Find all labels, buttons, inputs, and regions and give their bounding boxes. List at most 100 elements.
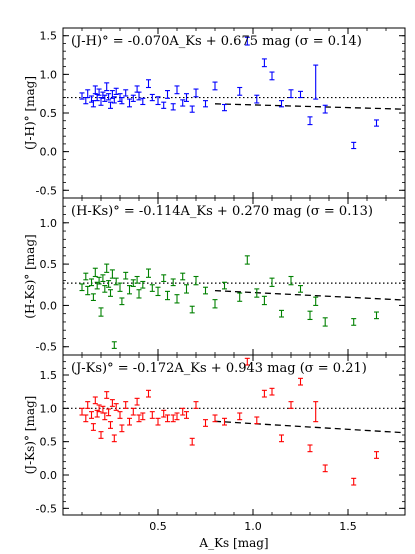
data-point [85, 89, 91, 99]
data-point [136, 414, 142, 423]
y-tick-label: 0.5 [40, 436, 58, 449]
y-tick-label: 1.0 [40, 68, 58, 81]
data-point [307, 444, 313, 453]
data-point [313, 401, 319, 423]
data-point [222, 103, 227, 112]
data-point [254, 288, 260, 298]
data-point [96, 404, 102, 413]
y-tick-label: 0.0 [40, 146, 58, 159]
data-point [261, 295, 267, 306]
y-tick-label: 1.5 [40, 30, 58, 43]
data-point [85, 285, 91, 296]
data-point [165, 414, 170, 423]
data-point [203, 100, 208, 108]
data-point [111, 434, 117, 443]
data-point [127, 285, 132, 295]
data-point [269, 71, 275, 81]
y-tick-label: -0.5 [36, 341, 57, 354]
data-point [117, 411, 123, 419]
data-point [149, 284, 155, 292]
data-point [193, 88, 199, 98]
data-point [140, 97, 146, 106]
data-point [180, 407, 186, 416]
data-point [155, 96, 161, 106]
data-point [193, 401, 199, 409]
data-point [189, 305, 195, 314]
y-tick-label: -0.5 [36, 502, 57, 515]
data-point [180, 99, 186, 107]
data-point [92, 267, 98, 278]
data-point [83, 272, 89, 281]
data-point [106, 280, 112, 288]
data-layer [63, 36, 405, 150]
data-point [212, 299, 218, 309]
data-point [98, 431, 104, 439]
data-point [161, 409, 167, 418]
data-point [254, 416, 260, 425]
data-point [288, 275, 294, 286]
data-point [222, 417, 227, 426]
data-point [244, 36, 250, 46]
data-point [203, 419, 208, 427]
data-point [155, 286, 161, 297]
data-point [161, 101, 167, 109]
data-point [165, 290, 170, 301]
data-point [149, 93, 155, 102]
data-point [146, 389, 151, 398]
data-point [98, 307, 104, 317]
data-point [113, 277, 119, 286]
data-point [374, 119, 379, 127]
data-point [269, 387, 275, 396]
data-point [279, 434, 284, 443]
data-point [108, 421, 113, 429]
data-point [96, 88, 102, 96]
data-point [90, 293, 96, 302]
data-point [307, 116, 313, 126]
data-point [322, 464, 328, 473]
y-axis-label: (H-Ks)° [mag] [23, 234, 37, 318]
data-point [134, 275, 140, 284]
data-point [155, 417, 161, 426]
y-axis-label: (J-Ks)° [mag] [23, 396, 37, 475]
data-point [130, 94, 136, 102]
data-point [146, 79, 151, 89]
y-axis-label: (J-H)° [mag] [23, 76, 37, 150]
data-point [127, 98, 132, 108]
data-point [174, 85, 180, 95]
data-point [244, 357, 250, 366]
data-point [109, 399, 115, 407]
data-point [108, 289, 113, 297]
data-point [127, 417, 132, 426]
data-point [322, 104, 328, 114]
data-point [100, 274, 106, 283]
data-point [184, 93, 189, 102]
data-point [102, 285, 108, 293]
data-point [90, 423, 96, 431]
x-axis-label: A_Ks [mag] [198, 536, 268, 550]
data-point [79, 92, 85, 100]
data-point [184, 284, 189, 294]
data-point [102, 94, 108, 102]
data-point [96, 276, 102, 285]
data-point [288, 89, 294, 99]
data-point [111, 341, 117, 349]
fit-line [214, 289, 405, 301]
x-tick-label: 1.5 [339, 520, 357, 533]
data-point [351, 141, 357, 150]
data-point [119, 297, 125, 306]
data-point [184, 411, 189, 419]
fit-line [214, 420, 405, 434]
data-point [307, 310, 313, 321]
data-point [261, 58, 267, 68]
data-point [174, 294, 180, 304]
data-point [313, 64, 319, 100]
fit-line [214, 103, 405, 110]
data-layer [63, 255, 405, 349]
data-point [212, 414, 218, 423]
data-point [237, 412, 243, 421]
data-point [130, 407, 136, 416]
data-point [222, 281, 227, 290]
data-point [134, 397, 140, 406]
data-point [254, 94, 260, 104]
data-point [279, 309, 284, 318]
